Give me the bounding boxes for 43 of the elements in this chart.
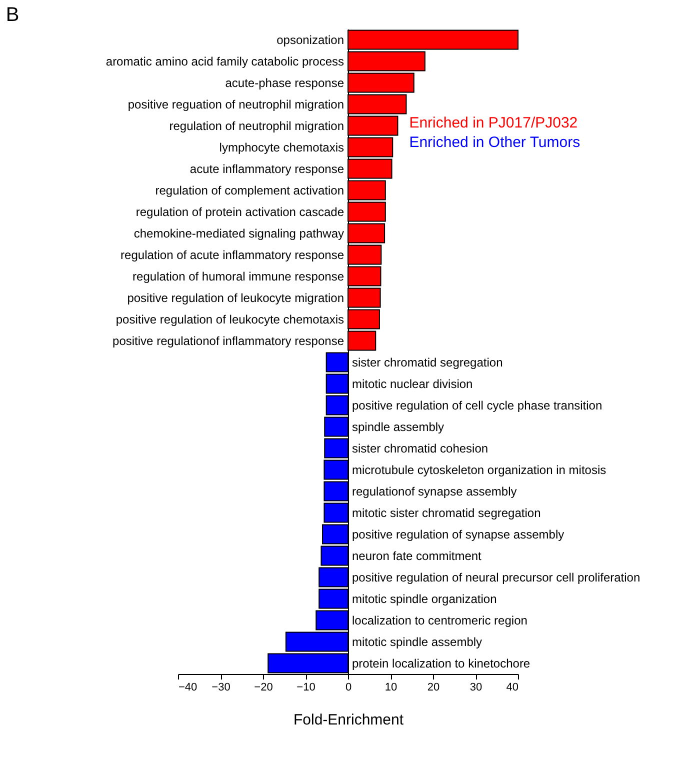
y-tick-label: positive regulation of cell cycle phase transition <box>352 398 602 412</box>
y-tick-label: mitotic spindle organization <box>352 592 497 606</box>
y-tick-label: localization to centromeric region <box>352 613 528 628</box>
y-tick-label: regulation of acute inflammatory response <box>120 248 344 262</box>
x-tick-label: 0 <box>345 682 352 694</box>
y-tick-label: neuron fate commitment <box>352 548 482 563</box>
x-tick-label: −30 <box>212 682 230 694</box>
y-tick-label: regulation of humoral immune response <box>132 269 344 284</box>
x-tick-label: 40 <box>506 682 518 694</box>
x-tick-label: 10 <box>384 682 398 694</box>
y-tick-label: microtubule cytoskeleton organization in mitosis <box>352 462 606 477</box>
x-tick-label: −10 <box>296 682 316 694</box>
y-tick-label: regulation of protein activation cascade <box>136 204 344 219</box>
text: Enriched in Other Tumors <box>409 134 580 151</box>
y-tick-label: positive regulationof inflammatory response <box>112 334 344 348</box>
y-tick-label: acute-phase response <box>225 76 344 90</box>
y-tick-label: positive regulation of leukocyte migration <box>127 290 344 305</box>
x-axis-title: Fold-Enrichment <box>293 712 404 728</box>
y-tick-label: mitotic spindle assembly <box>352 634 482 649</box>
text: B <box>6 4 20 26</box>
y-tick-label: positive reguation of neutrophil migration <box>128 97 344 112</box>
y-tick-label: aromatic amino acid family catabolic process <box>106 54 344 68</box>
y-tick-label: lymphocyte chemotaxis <box>219 140 344 154</box>
y-tick-label: positive regulation of leukocyte chemotaxis <box>116 312 344 326</box>
y-tick-label: sister chromatid cohesion <box>352 441 488 456</box>
y-tick-label: acute inflammatory response <box>190 162 344 176</box>
y-tick-label: regulation of neutrophil migration <box>169 118 344 133</box>
x-tick-label: −40 <box>178 682 198 694</box>
y-tick-label: positive regulation of synapse assembly <box>352 527 564 542</box>
y-tick-label: sister chromatid segregation <box>352 355 503 370</box>
y-tick-label: protein localization to kinetochore <box>352 656 530 670</box>
y-tick-label: regulationof synapse assembly <box>352 484 517 498</box>
x-tick-label: −20 <box>254 682 273 694</box>
y-tick-label: regulation of complement activation <box>155 183 344 198</box>
y-tick-label: spindle assembly <box>352 420 444 434</box>
series-label: Enriched in PJ017/PJ032 <box>409 114 578 132</box>
y-tick-label: opsonization <box>276 32 344 47</box>
x-tick-label: 30 <box>470 682 482 694</box>
y-tick-label: positive regulation of neural precursor cell proliferation <box>352 570 640 584</box>
y-tick-label: mitotic nuclear division <box>352 376 473 391</box>
y-tick-label: chemokine-mediated signaling pathway <box>134 226 344 240</box>
y-tick-label: mitotic sister chromatid segregation <box>352 506 541 520</box>
x-tick-label: 20 <box>427 682 440 694</box>
